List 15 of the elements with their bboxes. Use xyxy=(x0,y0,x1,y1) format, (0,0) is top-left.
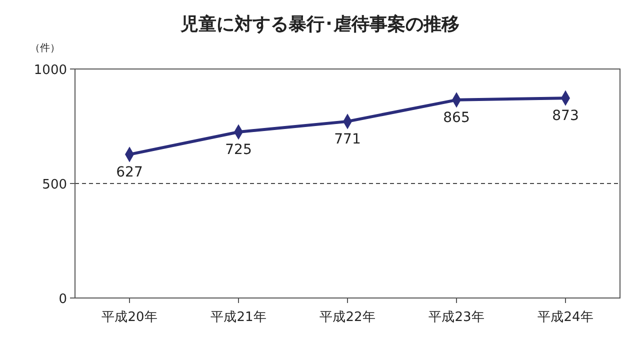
x-tick-label: 平成20年 xyxy=(102,310,158,325)
chart-title: 児童に対する暴行･虐待事案の推移 xyxy=(180,14,460,35)
x-tick-label: 平成24年 xyxy=(538,310,594,325)
y-tick-label: 0 xyxy=(58,292,67,307)
x-tick-label: 平成23年 xyxy=(428,310,484,325)
y-tick-label: 500 xyxy=(42,178,67,192)
data-label: 771 xyxy=(334,131,361,148)
data-label: 725 xyxy=(225,142,252,158)
x-tick-label: 平成21年 xyxy=(210,310,266,325)
x-tick-label: 平成22年 xyxy=(320,310,376,325)
y-axis-title: （件） xyxy=(30,43,60,54)
y-tick-label: 1000 xyxy=(34,63,67,78)
data-label: 865 xyxy=(443,110,470,126)
data-label: 627 xyxy=(116,164,143,180)
data-label: 873 xyxy=(552,108,579,124)
